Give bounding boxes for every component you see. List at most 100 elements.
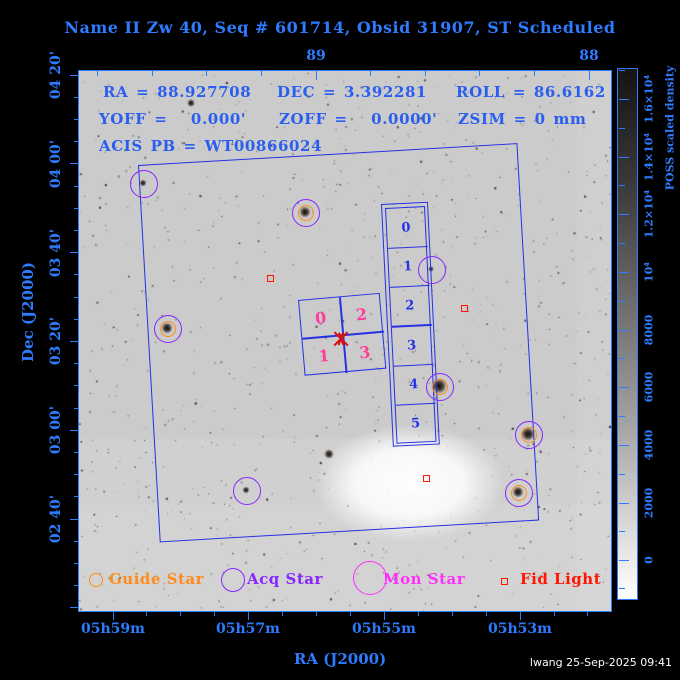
fid-light-square: [460, 304, 468, 312]
left-axis-tick: [74, 562, 78, 564]
left-axis-tick: [74, 96, 78, 98]
acis-s-chip-label: 5: [410, 416, 421, 432]
colorbar-tick-label: 10⁴: [642, 261, 656, 283]
colorbar-minor-tick: [619, 300, 625, 302]
acis-s-chip-label: 2: [404, 298, 415, 314]
left-axis-tick: [74, 585, 78, 587]
colorbar-minor-tick: [619, 588, 625, 589]
top-axis-tick: [533, 71, 535, 76]
colorbar-tick: [619, 213, 629, 215]
legend-guide-circle: [89, 573, 103, 587]
acis-s-chip-label: 0: [401, 219, 411, 236]
guide-star-circle: [511, 485, 527, 501]
acq-star-circle: [154, 315, 182, 343]
colorbar-tick: [619, 386, 629, 388]
colorbar-tick-label: 0: [642, 556, 656, 564]
acq-star-circle: [426, 373, 454, 401]
bottom-axis-tick: [349, 612, 351, 616]
bottom-axis-tick: [146, 612, 148, 616]
bottom-axis-tick: [248, 612, 250, 620]
top-tick-label: 89: [306, 48, 326, 64]
intensity-colorbar: [617, 68, 638, 600]
bottom-axis-tick: [417, 612, 419, 616]
left-axis-tick: [74, 207, 78, 209]
bottom-tick-label: 05h55m: [352, 621, 416, 637]
left-axis-tick: [74, 185, 78, 187]
bottom-axis-tick: [519, 612, 521, 620]
top-axis-tick: [151, 71, 153, 76]
dec-value: DEC = 3.392281: [277, 83, 428, 101]
roll-value: ROLL = 86.6162: [456, 83, 606, 101]
left-axis-tick: [74, 363, 78, 365]
top-axis-tick: [588, 71, 590, 80]
left-axis-tick: [74, 540, 78, 542]
fid-light-square: [266, 274, 274, 282]
colorbar-minor-tick: [619, 415, 625, 417]
left-axis-tick: [70, 607, 78, 609]
colorbar-minor-tick: [619, 127, 625, 129]
bottom-axis-tick: [587, 612, 589, 616]
left-axis-tick: [74, 407, 78, 409]
legend-label: Guide Star: [109, 570, 205, 588]
acq-star-circle: [130, 170, 158, 198]
colorbar-tick-label: 8000: [642, 314, 656, 346]
colorbar-tick-label: 1.4×10⁴: [642, 132, 656, 182]
left-tick-label: 03 40': [48, 228, 64, 278]
acis-s-chip-label: 4: [408, 377, 419, 393]
chip-divider: [391, 324, 432, 328]
guide-star-circle: [298, 205, 314, 221]
colorbar-minor-tick: [619, 185, 625, 186]
left-axis-tick: [70, 518, 78, 520]
bottom-axis-tick: [383, 612, 385, 620]
legend-label: Fid Light: [520, 570, 602, 588]
left-axis-tick: [70, 163, 78, 165]
bottom-tick-label: 05h59m: [81, 621, 145, 637]
left-tick-label: 02 40': [48, 494, 64, 544]
colorbar-minor-tick: [619, 473, 625, 475]
left-axis-tick: [74, 229, 78, 231]
chip-divider: [393, 363, 434, 367]
colorbar-tick-label: 4000: [642, 429, 656, 461]
acis-i-chip-label: 2: [355, 304, 368, 325]
bottom-axis-tick: [112, 612, 114, 620]
legend-fid-marker: [500, 577, 508, 585]
acq-star-circle: [233, 477, 261, 505]
left-axis-tick: [74, 118, 78, 120]
top-axis-tick: [315, 71, 317, 80]
bottom-axis-tick: [451, 612, 453, 616]
left-axis-tick: [70, 340, 78, 342]
colorbar-tick-label: 1.6×10⁴: [642, 74, 656, 124]
left-axis-tick: [70, 252, 78, 254]
yoff-value: YOFF = 0.000': [99, 110, 247, 128]
colorbar-minor-tick: [619, 531, 625, 532]
top-axis-tick: [97, 71, 99, 76]
bottom-axis-tick: [214, 612, 216, 616]
bottom-axis-tick: [553, 612, 555, 616]
sky-image-panel: RA = 88.927708 DEC = 3.392281 ROLL = 86.…: [78, 70, 612, 612]
top-axis-tick: [206, 71, 208, 76]
acq-star-circle: [505, 479, 533, 507]
bottom-tick-label: 05h53m: [488, 621, 552, 637]
top-axis-tick: [424, 71, 426, 76]
left-tick-label: 04 20': [48, 50, 64, 100]
colorbar-tick: [619, 156, 629, 158]
left-axis-tick: [74, 296, 78, 298]
zoff-value: ZOFF = 0.0000': [279, 110, 438, 128]
bottom-tick-label: 05h57m: [216, 621, 280, 637]
legend-label: Acq Star: [247, 570, 323, 588]
legend-mon-circle: [353, 561, 387, 595]
colorbar-tick: [619, 329, 629, 331]
colorbar-tick: [619, 271, 629, 273]
fid-light-square: [422, 474, 430, 482]
guide-star-circle: [432, 379, 448, 395]
left-axis-tick: [74, 474, 78, 476]
acis-i-chip-label: 3: [358, 342, 372, 363]
colorbar-title: POSS scaled density: [663, 65, 677, 191]
colorbar-minor-tick: [619, 358, 625, 359]
left-axis-tick: [74, 318, 78, 320]
acis-i-chip-label: 1: [317, 345, 331, 366]
user-datestamp: lwang 25-Sep-2025 09:41: [529, 656, 672, 669]
acq-star-circle: [418, 256, 446, 284]
left-axis-tick: [74, 274, 78, 276]
